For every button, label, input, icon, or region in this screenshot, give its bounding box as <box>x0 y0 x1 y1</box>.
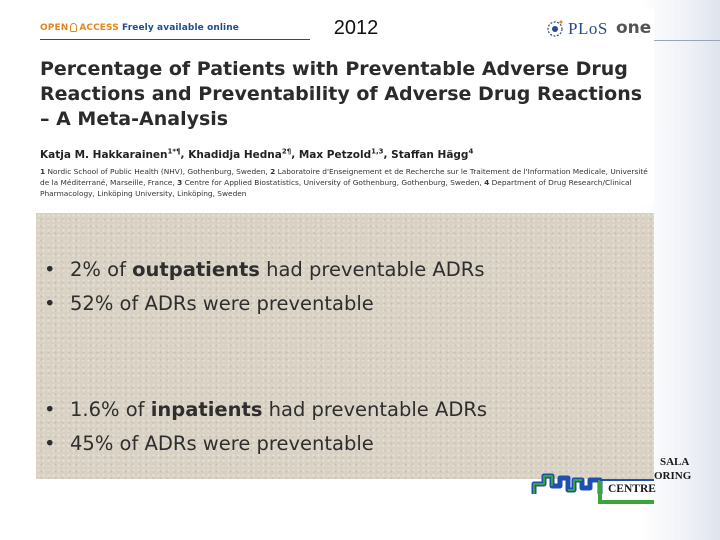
journal-one: one <box>616 18 652 38</box>
access-label: ACCESS <box>79 23 119 33</box>
umc-logo: SALA ORING CENTRE <box>528 450 720 512</box>
author-1: Katja M. Hakkarainen1*¶ <box>40 147 181 161</box>
bullet-outpatients-preventability: • 52% of ADRs were preventable <box>44 292 374 315</box>
publication-year: 2012 <box>333 17 379 39</box>
umc-text-line3: CENTRE <box>608 483 656 495</box>
umc-text-line2: ORING <box>654 470 692 482</box>
open-label: OPEN <box>40 23 69 33</box>
author-3: Max Petzold1,3 <box>298 147 384 161</box>
plos-one-logo: PLoS one <box>544 15 652 43</box>
umc-text-line1: SALA <box>660 456 690 468</box>
bullet-inpatients-preventability: • 45% of ADRs were preventable <box>44 432 374 455</box>
article-header: OPEN ACCESS Freely available online 2012 … <box>36 9 654 205</box>
bullet-outpatients-percent: • 2% of outpatients had preventable ADRs <box>44 258 485 281</box>
author-2: Khadidja Hedna2¶ <box>188 147 292 161</box>
affiliations: 1 Nordic School of Public Health (NHV), … <box>40 167 648 198</box>
bullet-inpatients-percent: • 1.6% of inpatients had preventable ADRs <box>44 398 488 421</box>
open-access-rule <box>40 39 310 40</box>
open-lock-icon <box>70 23 78 32</box>
article-title: Percentage of Patients with Preventable … <box>40 58 643 130</box>
open-access-banner: OPEN ACCESS Freely available online <box>40 23 239 33</box>
plos-globe-icon <box>547 20 563 37</box>
inpatient-findings: • 1.6% of inpatients had preventable ADRs… <box>44 393 487 461</box>
freely-available-label: Freely available online <box>122 23 239 33</box>
journal-plos: PLoS <box>568 19 608 38</box>
findings-panel: • 2% of outpatients had preventable ADRs … <box>36 213 654 479</box>
outpatient-findings: • 2% of outpatients had preventable ADRs … <box>44 253 485 321</box>
author-4: Staffan Hägg4 <box>391 147 474 161</box>
author-list: Katja M. Hakkarainen1*¶, Khadidja Hedna2… <box>40 147 474 161</box>
umc-waveform-icon <box>531 473 654 504</box>
